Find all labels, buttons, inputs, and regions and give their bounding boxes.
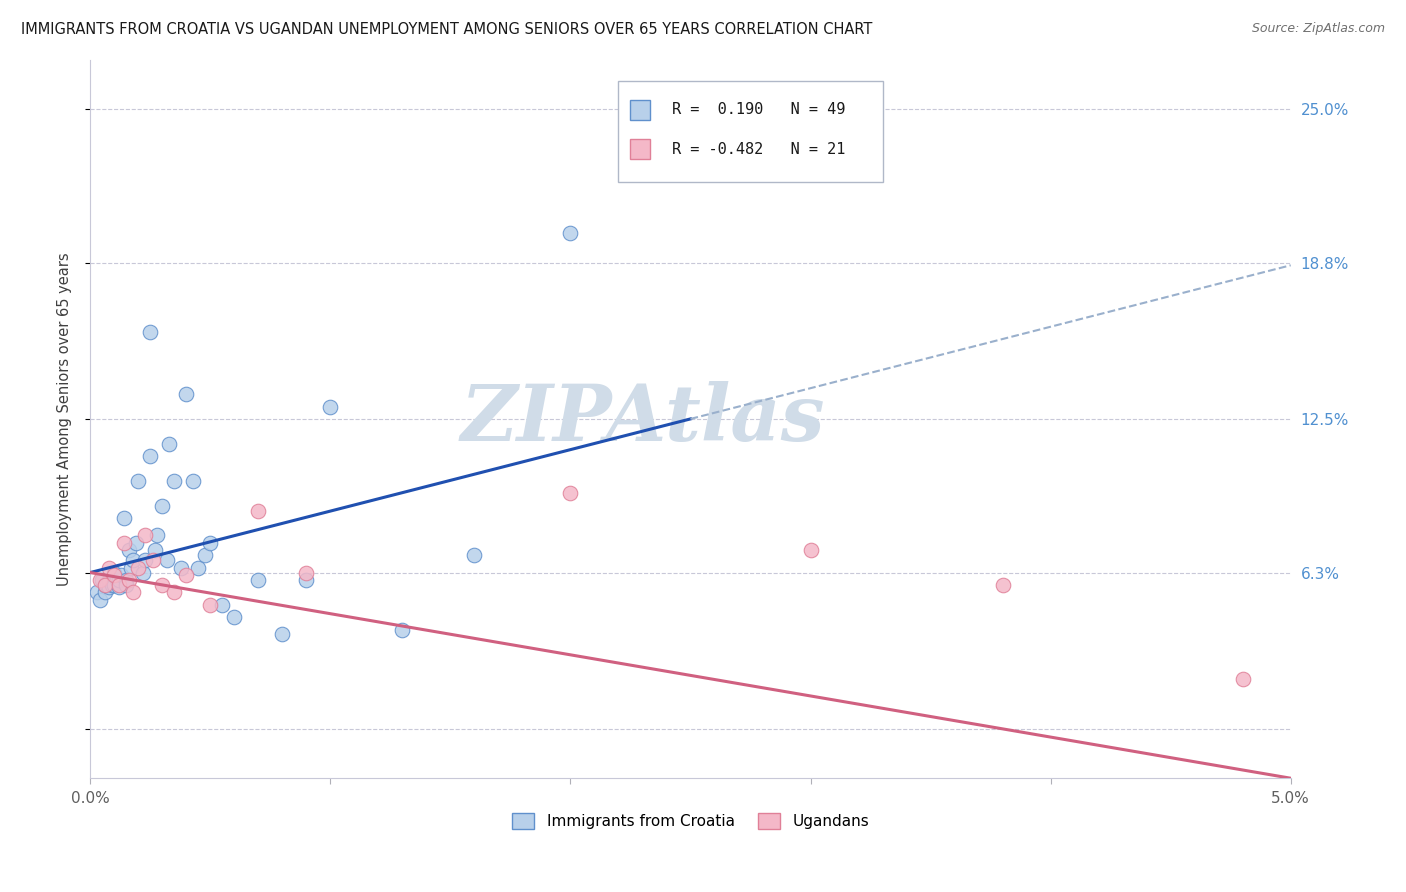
Point xyxy=(115,573,138,587)
Point xyxy=(134,553,156,567)
Point xyxy=(103,578,125,592)
Point xyxy=(101,578,124,592)
Text: ZIPAtlas: ZIPAtlas xyxy=(460,381,825,458)
Point xyxy=(103,568,125,582)
Point xyxy=(1232,672,1254,686)
Point xyxy=(159,436,181,450)
Point xyxy=(170,560,193,574)
Point xyxy=(98,560,121,574)
FancyBboxPatch shape xyxy=(619,81,883,182)
Point xyxy=(142,553,165,567)
Point xyxy=(174,568,197,582)
Point xyxy=(156,553,179,567)
Point xyxy=(91,573,114,587)
Point xyxy=(146,528,169,542)
Point xyxy=(200,536,222,550)
Point xyxy=(143,543,166,558)
Point xyxy=(98,581,121,595)
Point xyxy=(200,598,222,612)
Point xyxy=(120,560,142,574)
Point xyxy=(163,585,186,599)
Point xyxy=(271,627,294,641)
Point xyxy=(194,548,217,562)
Point xyxy=(295,566,318,580)
Point xyxy=(139,325,162,339)
Point xyxy=(86,585,108,599)
Point xyxy=(108,581,131,595)
Point xyxy=(319,400,342,414)
Point xyxy=(93,585,115,599)
Text: IMMIGRANTS FROM CROATIA VS UGANDAN UNEMPLOYMENT AMONG SENIORS OVER 65 YEARS CORR: IMMIGRANTS FROM CROATIA VS UGANDAN UNEMP… xyxy=(21,22,873,37)
Point xyxy=(174,387,197,401)
Point xyxy=(118,573,141,587)
Text: R =  0.190   N = 49: R = 0.190 N = 49 xyxy=(672,103,846,118)
Point xyxy=(93,578,115,592)
Point xyxy=(211,598,233,612)
Text: R = -0.482   N = 21: R = -0.482 N = 21 xyxy=(672,142,846,157)
Point xyxy=(93,578,115,592)
Point xyxy=(125,536,148,550)
Point xyxy=(108,578,131,592)
Point xyxy=(187,560,209,574)
Point xyxy=(463,548,485,562)
Y-axis label: Unemployment Among Seniors over 65 years: Unemployment Among Seniors over 65 years xyxy=(58,252,72,586)
Point xyxy=(115,578,138,592)
Point xyxy=(799,543,821,558)
Point xyxy=(108,573,131,587)
Point xyxy=(105,573,128,587)
Legend: Immigrants from Croatia, Ugandans: Immigrants from Croatia, Ugandans xyxy=(505,807,876,835)
Point xyxy=(224,610,246,624)
Point xyxy=(247,573,270,587)
Point xyxy=(103,566,125,580)
Point xyxy=(122,585,145,599)
Point xyxy=(163,474,186,488)
Point xyxy=(112,536,135,550)
Point xyxy=(134,528,156,542)
Point xyxy=(560,486,582,500)
Point xyxy=(112,511,135,525)
Point xyxy=(150,499,173,513)
Point xyxy=(391,623,413,637)
Point xyxy=(122,553,145,567)
Point xyxy=(132,566,155,580)
Point xyxy=(991,578,1014,592)
Point xyxy=(127,474,149,488)
Point xyxy=(247,503,270,517)
Point xyxy=(139,449,162,463)
Point xyxy=(127,560,149,574)
Point xyxy=(89,592,111,607)
Point xyxy=(150,578,173,592)
Point xyxy=(89,573,111,587)
Point xyxy=(98,573,121,587)
Point xyxy=(118,543,141,558)
Point xyxy=(96,578,118,592)
Point xyxy=(560,226,582,240)
Point xyxy=(295,573,318,587)
Point xyxy=(679,127,702,141)
Point xyxy=(183,474,205,488)
Text: Source: ZipAtlas.com: Source: ZipAtlas.com xyxy=(1251,22,1385,36)
Point xyxy=(110,568,132,582)
